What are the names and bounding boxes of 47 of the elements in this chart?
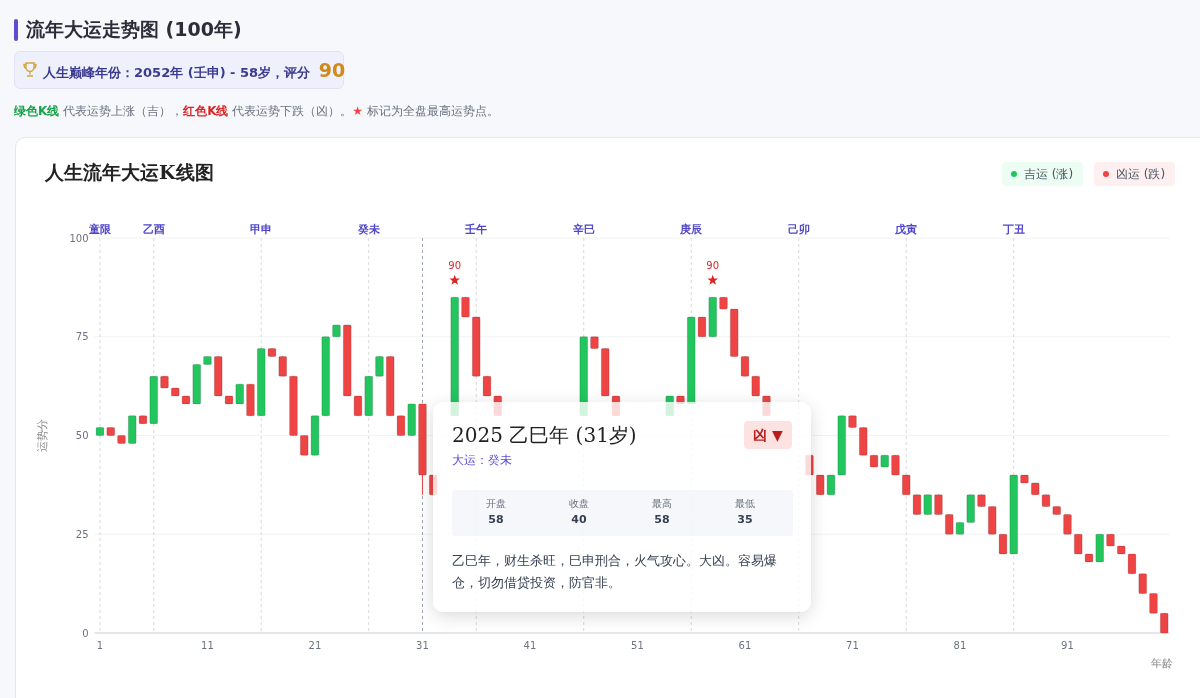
x-tick-label: 1 (96, 640, 104, 651)
annotation: 35 (736, 513, 754, 526)
annotation: 58 (487, 513, 505, 526)
ref-line-label: 己卯 (787, 223, 810, 236)
text: 绿色K线 代表运势上涨（吉），红色K线 代表运势下跌（凶）。★ 标记为全盘最高运势点。 (14, 104, 499, 118)
annotation: 大运：癸未 (452, 452, 512, 469)
ref-line-label: 童限 (87, 223, 112, 236)
chart-title: 流年大运走势图 (100年) (26, 17, 242, 42)
legend-label: 吉运 (涨) (1002, 162, 1084, 186)
y-tick-label: 100 (69, 232, 89, 244)
x-tick-label: 61 (738, 640, 752, 651)
ref-line-label: 甲申 (250, 223, 273, 236)
chart-subtitle: 人生巅峰年份：2052年 (壬申) - 58岁，评分 90 (43, 58, 346, 83)
text: 人生流年大运K线图 (45, 160, 214, 185)
annotation: 2025 乙巳年 (31岁) (452, 422, 637, 449)
ref-line-label: 癸未 (356, 223, 381, 236)
x-tick-label: 81 (953, 640, 967, 651)
x-tick-label: 41 (523, 640, 537, 651)
annotation: 凶 ▼ (744, 421, 792, 449)
y-tick-label: 75 (75, 331, 89, 343)
y-tick-label: 50 (75, 430, 89, 441)
annotation: 开盘 (485, 497, 507, 511)
ref-line-label: 丁丑 (1001, 223, 1025, 236)
annotation: 最高 (651, 497, 673, 511)
ref-line-label: 戊寅 (894, 223, 918, 236)
annotation: 90 (448, 260, 462, 272)
y-tick-label: 0 (82, 627, 89, 639)
x-tick-label: 21 (308, 640, 322, 651)
annotation: 58 (653, 513, 671, 526)
x-tick-label: 51 (631, 640, 644, 651)
x-tick-label: 91 (1061, 640, 1074, 651)
annotation: 最低 (734, 497, 756, 511)
ref-line-label: 辛巳 (571, 223, 595, 236)
x-tick-label: 31 (416, 640, 429, 651)
x-axis-title: 年龄 (1150, 657, 1173, 670)
legend-label: 凶运 (跌) (1094, 162, 1176, 186)
annotation: 乙巳年，财生杀旺，巳申刑合，火气攻心。大凶。容易爆仓，切勿借贷投资，防官非。 (452, 552, 778, 592)
ref-line-label: 乙酉 (142, 223, 165, 236)
x-tick-label: 71 (846, 640, 859, 651)
x-tick-label: 11 (201, 640, 214, 651)
ref-line-label: 庚辰 (679, 223, 704, 236)
y-axis-title: 运势分 (36, 419, 49, 452)
annotation: 收盘 (568, 497, 590, 511)
annotation: 90 (706, 260, 720, 272)
y-tick-label: 25 (75, 528, 89, 540)
annotation: 40 (570, 513, 588, 526)
ref-line-label: 壬午 (464, 223, 488, 236)
